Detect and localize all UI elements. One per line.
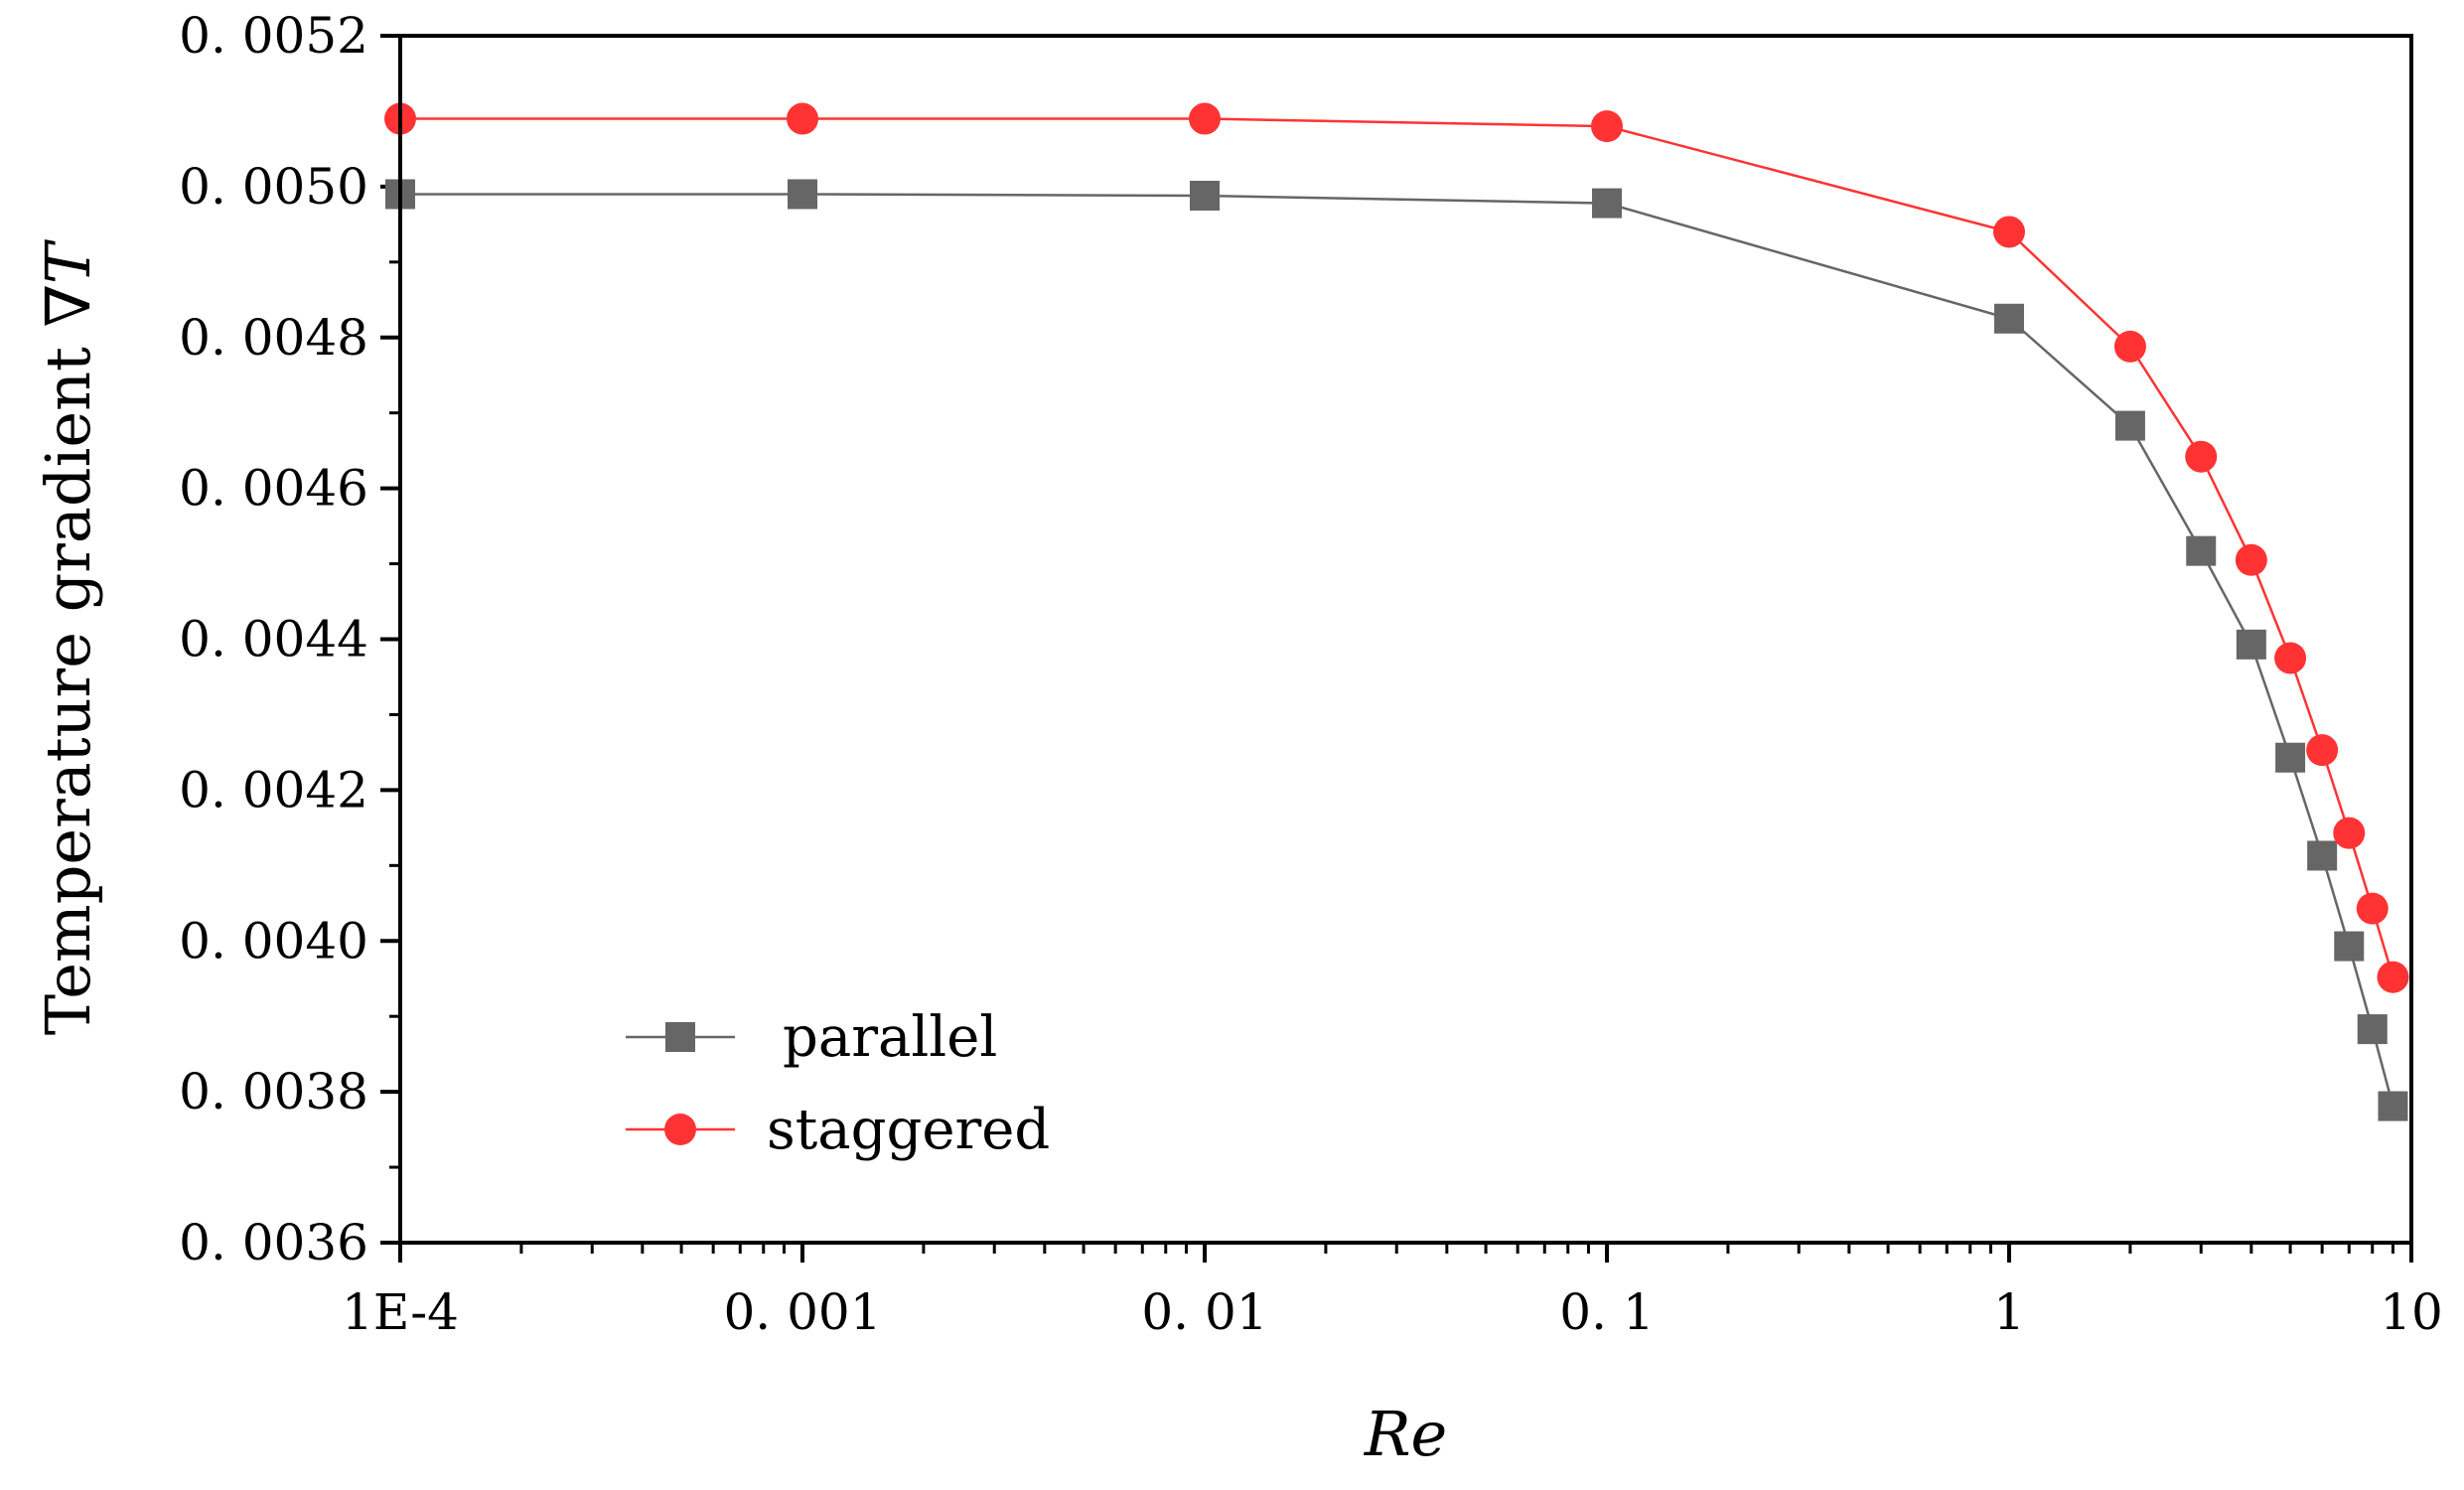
y-tick-label: 0. 0050 [179,158,368,216]
point-staggered [2235,543,2267,576]
x-tick-label: 1E-4 [342,1283,459,1341]
x-tick-label: 0. 01 [1141,1283,1267,1341]
point-staggered [1993,216,2025,248]
point-staggered [2185,440,2218,473]
y-axis-title: Temperature gradient ∇T [32,238,104,1035]
point-parallel [2114,410,2145,441]
plot-area-frame [398,34,2413,1245]
point-parallel [1994,303,2024,334]
point-staggered [1189,102,1221,135]
point-staggered [2274,642,2307,674]
legend-item-staggered: staggered [626,1098,1050,1162]
y-tick-label: 0. 0046 [179,460,368,518]
legend-marker-staggered [664,1114,696,1145]
x-tick-label: 1 [1993,1283,2025,1341]
point-parallel [1592,188,1622,219]
series-line-staggered [400,117,2394,978]
point-parallel [2378,1091,2408,1121]
axis-ticks [380,34,2413,1263]
point-parallel [2307,840,2338,871]
x-tick-label: 10 [2380,1283,2443,1341]
y-axis-title-main: Temperature gradient ∇ [32,284,104,1035]
point-staggered [2356,892,2389,925]
y-tick-label: 0. 0042 [179,761,368,819]
point-parallel [2357,1014,2388,1045]
legend-item-parallel: parallel [626,1005,997,1070]
legend-marker-parallel [665,1022,695,1052]
y-tick-label: 0. 0040 [179,912,368,969]
point-staggered [787,102,818,135]
y-tick-label: 0. 0038 [179,1063,368,1120]
point-parallel [2334,931,2365,962]
point-parallel [1190,180,1220,211]
point-staggered [1591,110,1623,143]
point-staggered [2306,734,2339,767]
y-tick-label: 0. 0052 [179,7,368,65]
point-parallel [788,179,817,210]
y-tick-label: 0. 0048 [179,309,368,367]
x-tick-label: 0. 001 [723,1283,881,1341]
point-parallel [2275,742,2306,773]
point-staggered [2377,961,2409,993]
legend-label-parallel: parallel [783,1005,997,1070]
x-tick-label: 0. 1 [1559,1283,1654,1341]
y-tick-label: 0. 0044 [179,611,368,669]
series-layer [384,102,2409,1121]
legend-label-staggered: staggered [767,1098,1050,1162]
tick-labels: 1E-4 0. 001 0. 01 0. 1 1 10 0. 0036 0. 0038 0. 0… [179,7,2443,1341]
legend: parallel staggered [626,1005,1050,1162]
x-axis-title: Re [1364,1398,1447,1470]
point-parallel [2186,535,2217,566]
point-staggered [2113,330,2146,363]
series-line-parallel [400,193,2394,1107]
y-tick-label: 0. 0036 [179,1214,368,1271]
y-axis-title-italic: T [32,238,104,284]
point-parallel [2236,629,2266,660]
point-staggered [2333,817,2366,849]
